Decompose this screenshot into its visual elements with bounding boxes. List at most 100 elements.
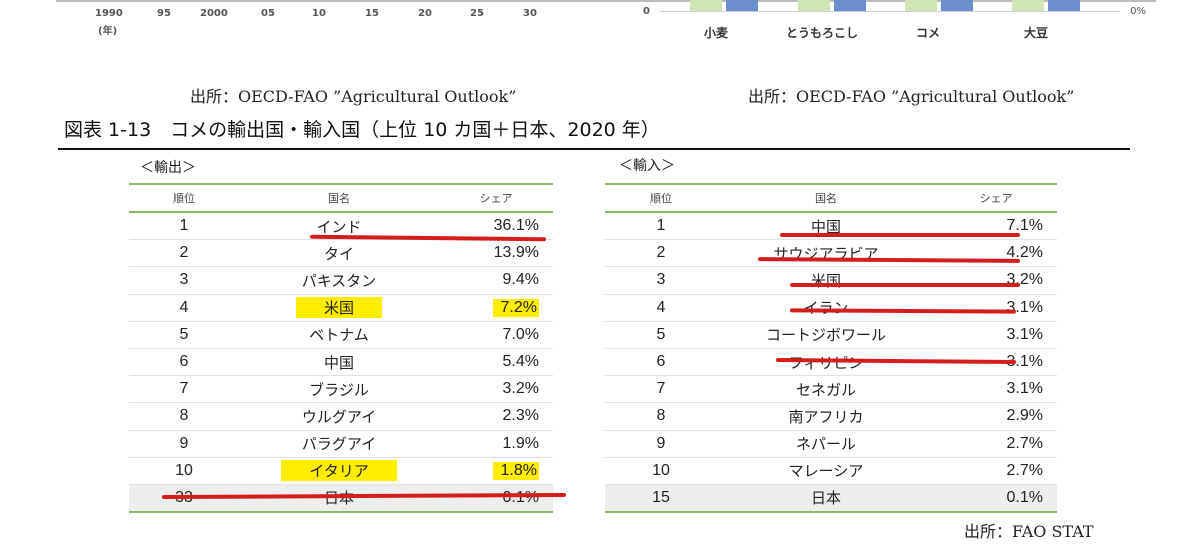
figure-title: 図表 1-13 コメの輸出国・輸入国（上位 10 カ国＋日本、2020 年） xyxy=(64,119,660,141)
rank-cell: 15 xyxy=(605,484,717,514)
share-cell: 5.4% xyxy=(439,348,553,377)
country-cell: 米国 xyxy=(717,266,935,295)
share-cell: 13.9% xyxy=(439,239,553,268)
bar-stub xyxy=(905,0,937,11)
year-tick: 10 xyxy=(312,8,326,19)
rank-cell: 2 xyxy=(129,239,239,268)
rank-cell: 3 xyxy=(129,266,239,295)
share-cell: 2.9% xyxy=(935,402,1057,431)
bar-stub xyxy=(941,0,973,11)
import-table: 順位 国名 シェア 1 中国 7.1% 2 サウジアラビア 4.2% 3 米国 … xyxy=(605,183,1057,514)
red-underline-china xyxy=(780,233,1020,237)
year-tick: 95 xyxy=(157,8,171,19)
table-row: 9 パラグアイ 1.9% xyxy=(129,430,553,458)
rank-cell: 10 xyxy=(129,457,239,485)
share-cell: 4.2% xyxy=(935,239,1057,268)
country-cell: パキスタン xyxy=(239,266,439,295)
rank-cell: 4 xyxy=(129,294,239,322)
red-underline-us xyxy=(790,283,1020,287)
zero-tick: 0 xyxy=(643,6,650,17)
share-cell: 7.0% xyxy=(439,321,553,349)
table-row: 3 パキスタン 9.4% xyxy=(129,266,553,295)
share-cell: 0.1% xyxy=(439,484,553,514)
share-header: シェア xyxy=(935,183,1057,213)
table-row: 2 タイ 13.9% xyxy=(129,239,553,268)
source-bottom: 出所：FAO STAT xyxy=(964,522,1094,541)
table-row-japan: 15 日本 0.1% xyxy=(605,484,1057,514)
export-table: 順位 国名 シェア 1 インド 36.1% 2 タイ 13.9% 3 パキスタン… xyxy=(129,183,553,514)
rank-cell: 6 xyxy=(129,348,239,377)
rank-cell: 7 xyxy=(605,375,717,404)
country-cell: パラグアイ xyxy=(239,430,439,458)
share-cell: 0.1% xyxy=(935,484,1057,514)
country-cell: 中国 xyxy=(239,348,439,377)
share-cell: 3.2% xyxy=(439,375,553,404)
import-label: ＜輸入＞ xyxy=(619,158,675,174)
export-label: ＜輸出＞ xyxy=(140,160,196,176)
country-cell: 米国 xyxy=(239,294,439,322)
source-right: 出所：OECD-FAO ”Agricultural Outlook” xyxy=(748,87,1075,106)
table-row: 5 ベトナム 7.0% xyxy=(129,321,553,349)
year-tick: 25 xyxy=(470,8,484,19)
bar-stub xyxy=(1012,0,1044,11)
year-tick: 20 xyxy=(418,8,432,19)
highlighted-country: イタリア xyxy=(281,460,397,482)
country-cell: ベトナム xyxy=(239,321,439,349)
rank-header: 順位 xyxy=(605,183,717,213)
rank-cell: 7 xyxy=(129,375,239,404)
country-cell: ネパール xyxy=(717,430,935,458)
share-cell: 9.4% xyxy=(439,266,553,295)
country-cell: セネガル xyxy=(717,375,935,404)
crop-axis: 0 小麦 とうもろこし コメ 大豆 0% xyxy=(640,0,1160,48)
table-row: 6 中国 5.4% xyxy=(129,348,553,377)
rank-cell: 1 xyxy=(605,212,717,241)
share-cell: 3.2% xyxy=(935,266,1057,295)
rank-cell: 9 xyxy=(129,430,239,458)
percent-tick: 0% xyxy=(1130,6,1146,17)
share-cell: 1.9% xyxy=(439,430,553,458)
year-tick: 05 xyxy=(261,8,275,19)
title-rule xyxy=(58,148,1130,150)
country-header: 国名 xyxy=(239,183,439,213)
year-tick: 2000 xyxy=(200,8,228,19)
table-row: 9 ネパール 2.7% xyxy=(605,430,1057,458)
highlighted-share: 1.8% xyxy=(492,461,539,480)
table-row: 10 マレーシア 2.7% xyxy=(605,457,1057,485)
rank-cell: 6 xyxy=(605,348,717,377)
top-rule xyxy=(56,0,1156,2)
table-row: 7 ブラジル 3.2% xyxy=(129,375,553,404)
year-tick: 15 xyxy=(365,8,379,19)
axis-line xyxy=(660,11,1120,12)
table-header-row: 順位 国名 シェア xyxy=(129,183,553,213)
share-cell: 3.1% xyxy=(935,375,1057,404)
rank-header: 順位 xyxy=(129,183,239,213)
year-axis: 1990 95 2000 05 10 15 20 25 30 xyxy=(80,8,560,42)
share-cell: 7.2% xyxy=(439,294,553,322)
rank-cell: 10 xyxy=(605,457,717,485)
table-row: 4 米国 7.2% xyxy=(129,294,553,322)
country-cell: イラン xyxy=(717,294,935,322)
highlighted-share: 7.2% xyxy=(492,298,539,317)
crop-label: とうもろこし xyxy=(786,26,859,40)
crop-label: 大豆 xyxy=(1024,26,1049,40)
country-cell: タイ xyxy=(239,239,439,268)
rank-cell: 2 xyxy=(605,239,717,268)
rank-cell: 5 xyxy=(605,321,717,349)
share-cell: 3.1% xyxy=(935,321,1057,349)
table-header-row: 順位 国名 シェア xyxy=(605,183,1057,213)
table-row: 10 イタリア 1.8% xyxy=(129,457,553,485)
rank-cell: 9 xyxy=(605,430,717,458)
table-row: 8 南アフリカ 2.9% xyxy=(605,402,1057,431)
share-cell: 2.3% xyxy=(439,402,553,431)
crop-label: 小麦 xyxy=(704,26,729,40)
bar-stub xyxy=(834,0,866,11)
country-header: 国名 xyxy=(717,183,935,213)
year-tick: 1990 xyxy=(95,8,123,19)
year-axis-unit: (年) xyxy=(98,26,118,37)
bar-stub xyxy=(690,0,722,11)
share-cell: 2.7% xyxy=(935,457,1057,485)
table-row: 7 セネガル 3.1% xyxy=(605,375,1057,404)
country-cell: ウルグアイ xyxy=(239,402,439,431)
year-tick: 30 xyxy=(523,8,537,19)
country-cell: ブラジル xyxy=(239,375,439,404)
